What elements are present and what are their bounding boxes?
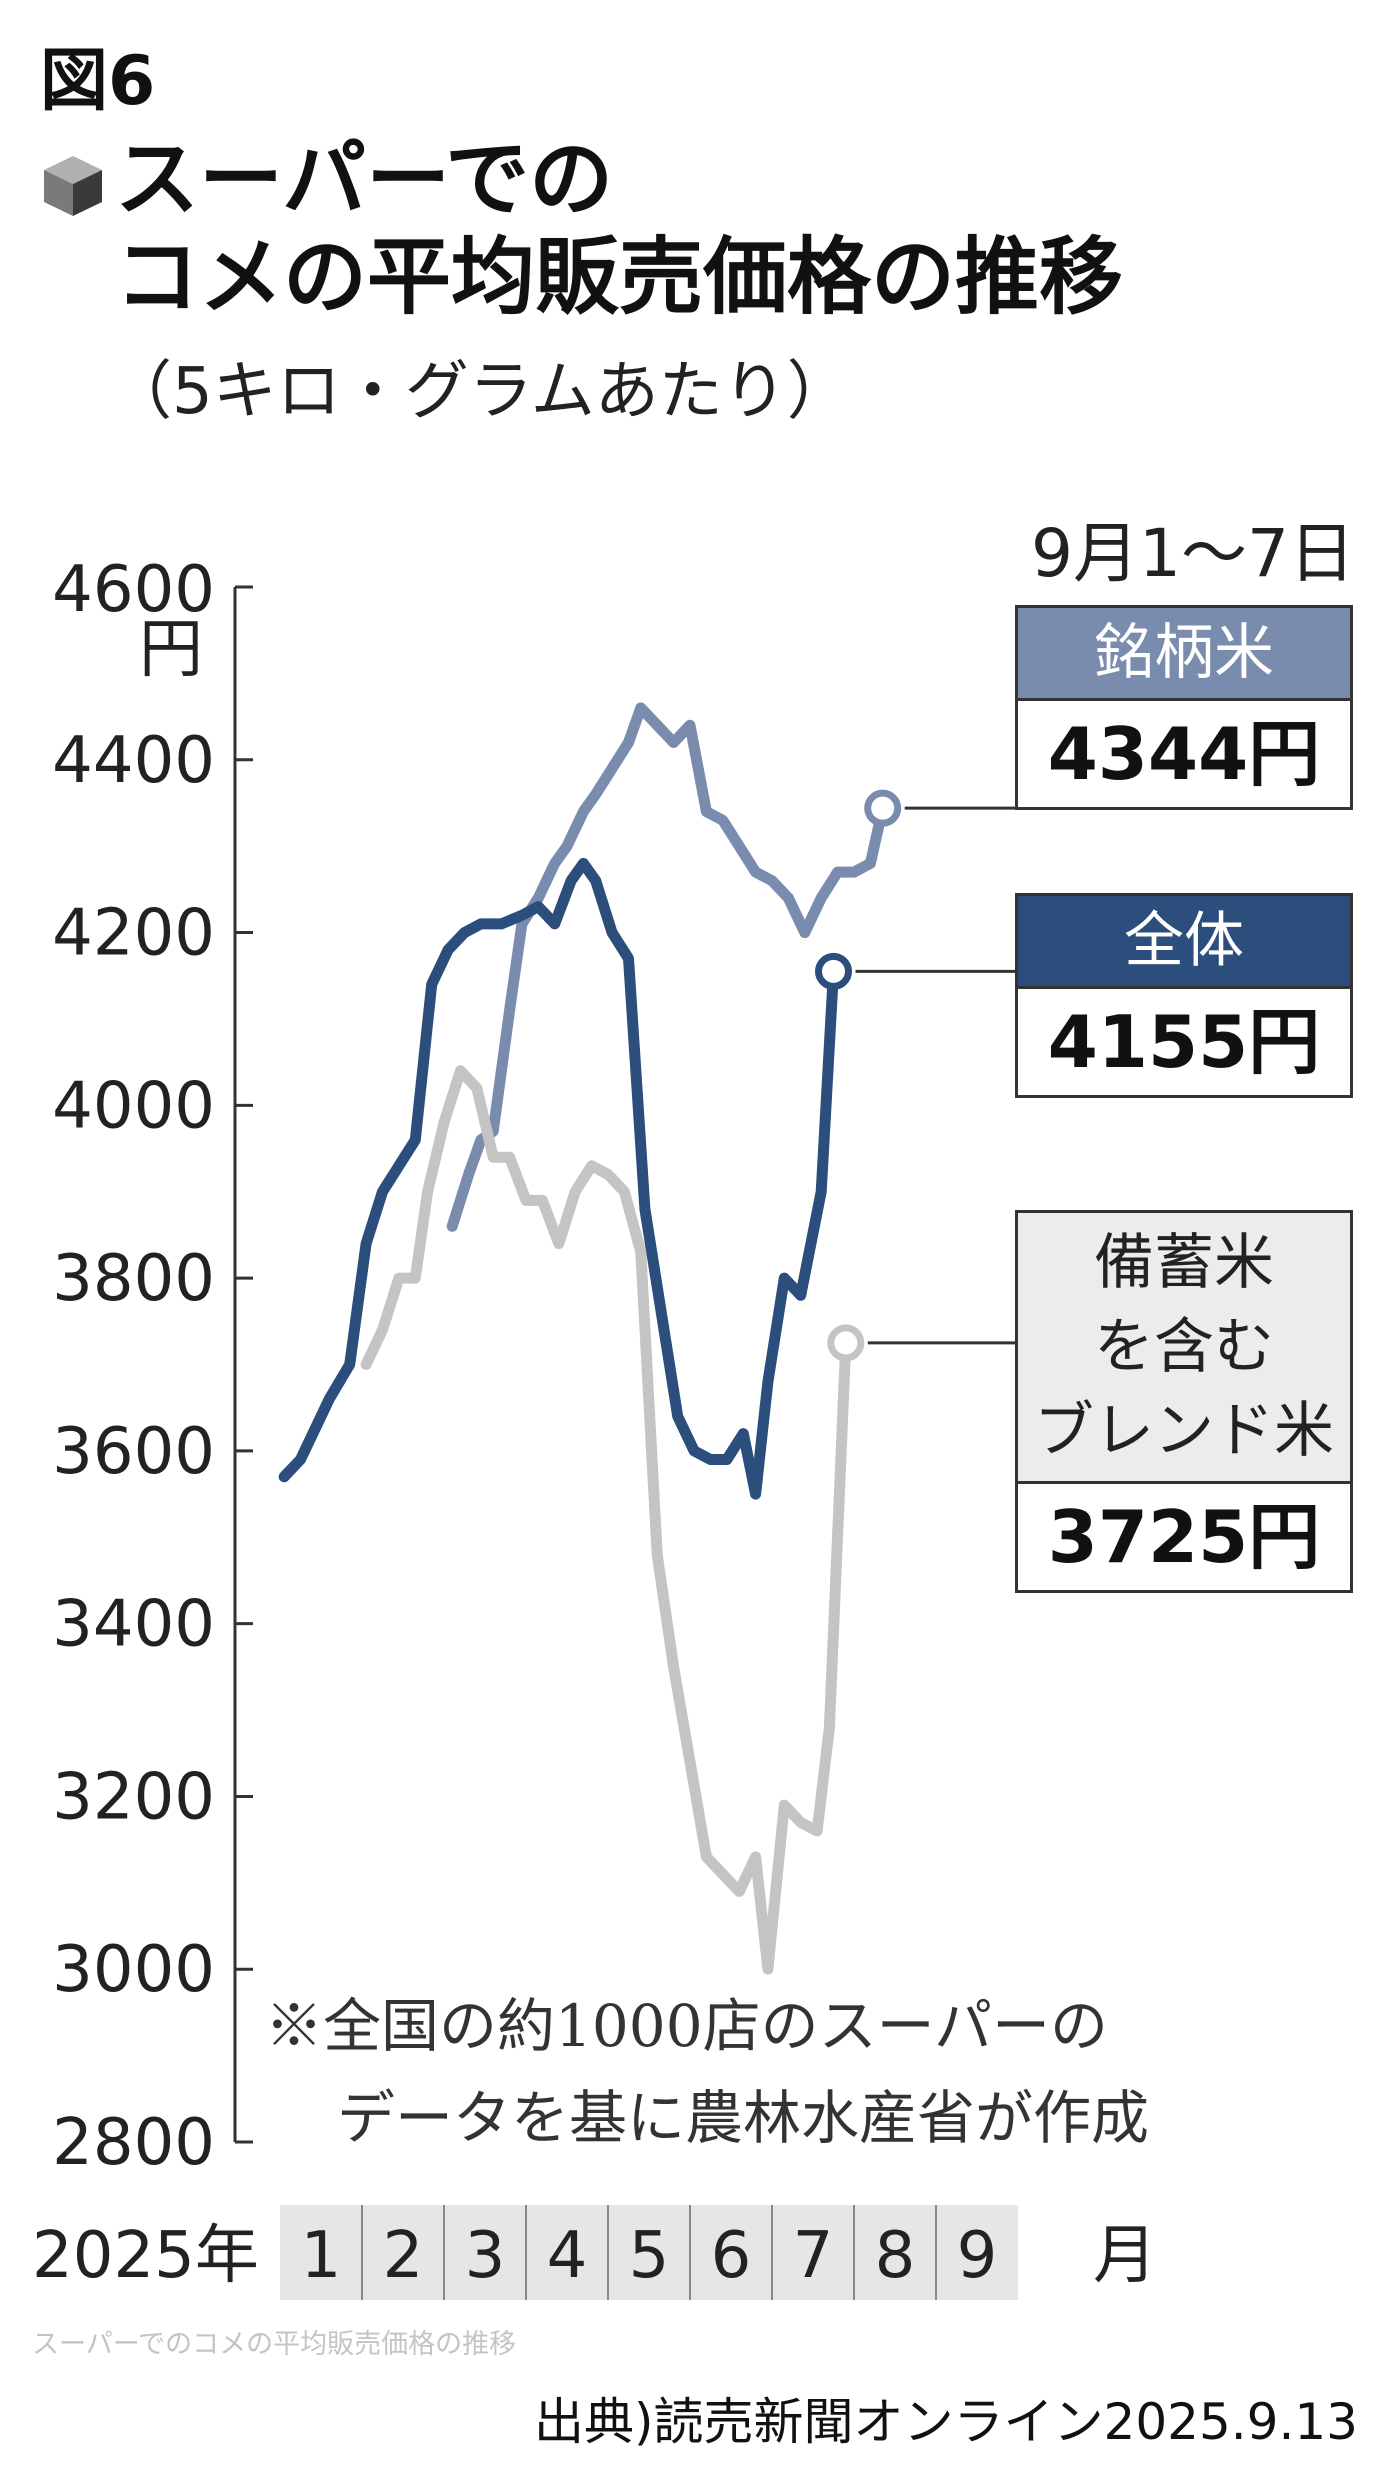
chart-title: スーパーでの コメの平均販売価格の推移	[115, 130, 1123, 326]
series-end-marker-blend	[827, 1324, 865, 1362]
month-band	[280, 2205, 1018, 2300]
legend-value-total: 4155円	[1018, 986, 1350, 1095]
legend-label-blend-line-3: ブレンド米	[1034, 1396, 1334, 1466]
footnote-line-1: ※全国の約1000店のスーパーの	[265, 1992, 1109, 2060]
footnote-line-2: データを基に農林水産省が作成	[337, 2084, 1150, 2152]
legend-label-brand: 銘柄米	[1018, 608, 1350, 698]
month-label: 7	[793, 2219, 834, 2293]
legend-label-blend: 備蓄米 を含む ブレンド米	[1018, 1213, 1350, 1481]
month-label: 2	[383, 2219, 424, 2293]
month-label: 1	[301, 2219, 342, 2293]
year-label: 2025年	[32, 2219, 259, 2293]
month-label: 9	[957, 2219, 998, 2293]
series-line-blend	[360, 1065, 852, 1975]
series-line-total	[278, 857, 839, 1500]
legend-label-total: 全体	[1018, 896, 1350, 986]
y-tick-label: 3800	[52, 1242, 215, 1316]
legend-value-brand: 4344円	[1018, 698, 1350, 807]
month-label: 4	[547, 2219, 588, 2293]
y-axis-unit: 円	[139, 613, 203, 687]
figure-label: 図6	[40, 42, 156, 121]
month-label: 6	[711, 2219, 752, 2293]
y-tick-label: 4200	[52, 897, 215, 971]
y-tick-label: 2800	[52, 2106, 215, 2180]
source-credit: 出典)読売新聞オンライン2025.9.13	[534, 2393, 1358, 2451]
chart-title-line-1: スーパーでの	[115, 130, 614, 228]
y-tick-label: 3400	[52, 1588, 215, 1662]
y-tick-label: 3600	[52, 1415, 215, 1489]
series-end-marker-brand	[864, 789, 902, 827]
legend-box-blend: 備蓄米 を含む ブレンド米 3725円	[1015, 1210, 1353, 1593]
series-line-brand	[446, 702, 889, 1232]
legend-box-brand: 銘柄米 4344円	[1015, 605, 1353, 810]
month-label: 5	[629, 2219, 670, 2293]
caption: スーパーでのコメの平均販売価格の推移	[32, 2329, 517, 2360]
legend-label-blend-line-1: 備蓄米	[1094, 1228, 1274, 1298]
y-tick-label: 4400	[52, 724, 215, 798]
unit-note: （5キロ・グラムあたり）	[108, 355, 851, 429]
y-tick-label: 4000	[52, 1069, 215, 1143]
y-tick-label: 4600	[52, 553, 215, 627]
series-end-marker-total	[815, 952, 852, 990]
footnote: ※全国の約1000店のスーパーの データを基に農林水産省が作成	[265, 1980, 1149, 2164]
legend-value-blend: 3725円	[1018, 1481, 1350, 1590]
period-label: 9月1〜7日	[1031, 515, 1355, 592]
y-tick-label: 3200	[52, 1760, 215, 1834]
chart-title-line-2: コメの平均販売価格の推移	[115, 228, 1124, 326]
month-label: 3	[465, 2219, 506, 2293]
legend-box-total: 全体 4155円	[1015, 893, 1353, 1098]
month-label: 8	[875, 2219, 916, 2293]
legend-label-blend-line-2: を含む	[1094, 1312, 1274, 1382]
box-icon	[44, 156, 102, 216]
month-unit-label: 月	[1093, 2219, 1157, 2293]
y-tick-label: 3000	[52, 1933, 215, 2007]
